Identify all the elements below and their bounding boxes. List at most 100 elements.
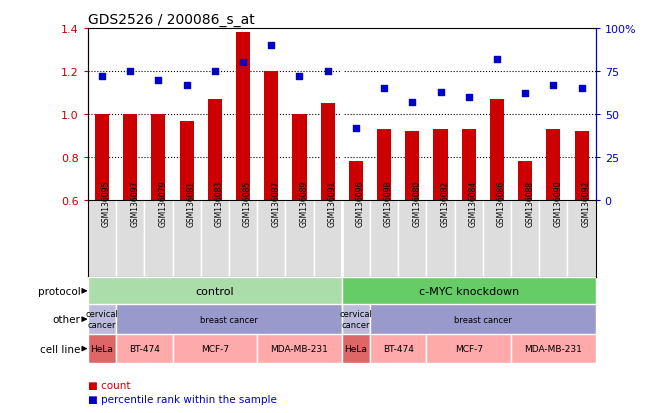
Text: GSM136084: GSM136084: [469, 180, 478, 226]
Bar: [546, 130, 561, 201]
Point: [576, 86, 587, 93]
Text: GSM136092: GSM136092: [581, 180, 590, 226]
FancyBboxPatch shape: [229, 201, 257, 278]
Point: [125, 69, 135, 75]
Text: GSM136096: GSM136096: [356, 180, 365, 226]
FancyBboxPatch shape: [257, 201, 285, 278]
Bar: [490, 100, 504, 201]
Text: GSM136083: GSM136083: [215, 180, 224, 226]
FancyBboxPatch shape: [145, 201, 173, 278]
Point: [97, 74, 107, 80]
Point: [464, 94, 474, 101]
FancyBboxPatch shape: [116, 201, 145, 278]
Bar: [377, 130, 391, 201]
FancyBboxPatch shape: [88, 201, 116, 278]
Text: GSM136088: GSM136088: [525, 180, 534, 226]
Text: GSM136091: GSM136091: [327, 180, 337, 226]
FancyBboxPatch shape: [342, 334, 370, 363]
Bar: [575, 132, 589, 201]
Text: breast cancer: breast cancer: [200, 315, 258, 324]
Text: c-MYC knockdown: c-MYC knockdown: [419, 286, 519, 296]
FancyBboxPatch shape: [88, 305, 116, 334]
Point: [379, 86, 389, 93]
Text: MDA-MB-231: MDA-MB-231: [271, 344, 328, 353]
Bar: [236, 33, 250, 201]
FancyBboxPatch shape: [342, 201, 370, 278]
Point: [294, 74, 305, 80]
Bar: [151, 115, 165, 201]
FancyBboxPatch shape: [173, 201, 201, 278]
Text: breast cancer: breast cancer: [454, 315, 512, 324]
Bar: [95, 115, 109, 201]
FancyBboxPatch shape: [88, 334, 116, 363]
Bar: [518, 162, 533, 201]
Text: GSM136089: GSM136089: [299, 180, 309, 226]
FancyBboxPatch shape: [116, 305, 342, 334]
Text: GSM136079: GSM136079: [158, 180, 167, 226]
Text: GSM136098: GSM136098: [384, 180, 393, 226]
FancyBboxPatch shape: [483, 201, 511, 278]
Text: other: other: [52, 314, 80, 324]
Text: control: control: [195, 286, 234, 296]
FancyBboxPatch shape: [116, 334, 173, 363]
FancyBboxPatch shape: [342, 278, 596, 305]
Text: HeLa: HeLa: [344, 344, 367, 353]
FancyBboxPatch shape: [314, 201, 342, 278]
Text: GSM136086: GSM136086: [497, 180, 506, 226]
Text: GSM136095: GSM136095: [102, 180, 111, 226]
Text: GSM136081: GSM136081: [187, 180, 195, 226]
Bar: [462, 130, 476, 201]
Point: [210, 69, 220, 75]
FancyBboxPatch shape: [398, 201, 426, 278]
Bar: [264, 72, 279, 201]
FancyBboxPatch shape: [426, 201, 454, 278]
Text: GDS2526 / 200086_s_at: GDS2526 / 200086_s_at: [88, 12, 255, 26]
Text: cell line: cell line: [40, 344, 80, 354]
Point: [548, 82, 559, 89]
FancyBboxPatch shape: [539, 201, 568, 278]
FancyBboxPatch shape: [370, 334, 426, 363]
Text: BT-474: BT-474: [383, 344, 413, 353]
Text: GSM136097: GSM136097: [130, 180, 139, 226]
Point: [492, 57, 502, 63]
Text: HeLa: HeLa: [90, 344, 113, 353]
Text: GSM136080: GSM136080: [412, 180, 421, 226]
Point: [351, 125, 361, 132]
Text: GSM136085: GSM136085: [243, 180, 252, 226]
FancyBboxPatch shape: [426, 334, 511, 363]
Text: GSM136082: GSM136082: [441, 180, 449, 226]
Point: [407, 100, 417, 106]
Point: [153, 77, 163, 84]
FancyBboxPatch shape: [173, 334, 257, 363]
FancyBboxPatch shape: [511, 334, 596, 363]
Point: [436, 89, 446, 96]
Point: [322, 69, 333, 75]
Point: [266, 43, 277, 50]
Text: MCF-7: MCF-7: [454, 344, 483, 353]
Bar: [292, 115, 307, 201]
Bar: [180, 121, 194, 201]
FancyBboxPatch shape: [201, 201, 229, 278]
Text: GSM136090: GSM136090: [553, 180, 562, 226]
FancyBboxPatch shape: [285, 201, 314, 278]
FancyBboxPatch shape: [88, 278, 342, 305]
Bar: [405, 132, 419, 201]
Text: protocol: protocol: [38, 286, 80, 296]
Point: [520, 91, 531, 97]
FancyBboxPatch shape: [511, 201, 539, 278]
Bar: [208, 100, 222, 201]
Text: BT-474: BT-474: [129, 344, 159, 353]
FancyBboxPatch shape: [454, 201, 483, 278]
Text: MDA-MB-231: MDA-MB-231: [525, 344, 582, 353]
Bar: [434, 130, 448, 201]
Text: cervical
cancer: cervical cancer: [85, 310, 118, 329]
FancyBboxPatch shape: [568, 201, 596, 278]
Text: ■ count: ■ count: [88, 380, 130, 390]
Bar: [321, 104, 335, 201]
Point: [238, 60, 248, 66]
FancyBboxPatch shape: [257, 334, 342, 363]
Point: [182, 82, 192, 89]
FancyBboxPatch shape: [342, 305, 370, 334]
FancyBboxPatch shape: [370, 201, 398, 278]
Bar: [349, 162, 363, 201]
